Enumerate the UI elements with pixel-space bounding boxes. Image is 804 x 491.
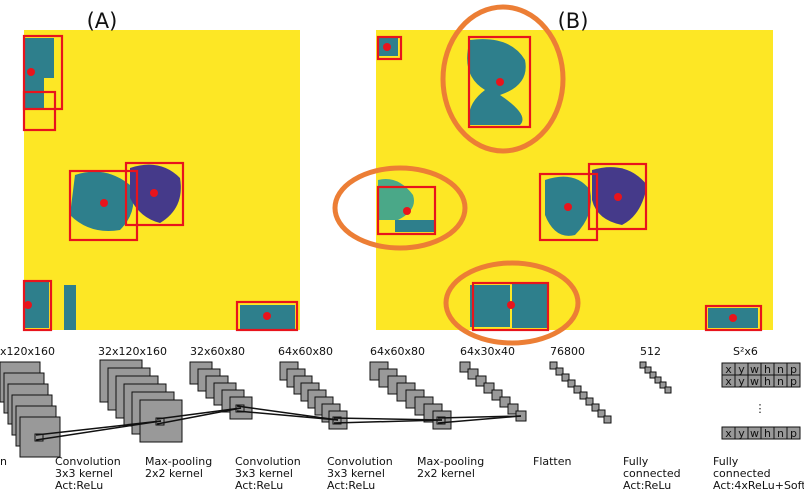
layer-size: S²x6 bbox=[733, 345, 758, 358]
output-label: x bbox=[725, 427, 732, 440]
center bbox=[24, 301, 32, 309]
layer-size: 64x60x80 bbox=[370, 345, 425, 358]
output-label: h bbox=[764, 427, 771, 440]
output-label: n bbox=[777, 375, 784, 388]
layer-caption: 2x2 kernel bbox=[145, 467, 203, 480]
center bbox=[150, 189, 158, 197]
layer-caption: 2x2 kernel bbox=[417, 467, 475, 480]
layer-caption: Act:ReLu bbox=[327, 479, 375, 491]
panel-b: (B) bbox=[335, 7, 773, 343]
center bbox=[263, 312, 271, 320]
output-label: n bbox=[777, 427, 784, 440]
output-label: h bbox=[764, 375, 771, 388]
center bbox=[27, 68, 35, 76]
feature-map bbox=[665, 387, 671, 393]
figure: (A) (B) x120x160n32x120x160Convolution3x… bbox=[0, 0, 804, 491]
panel-label: (B) bbox=[558, 9, 589, 33]
layer-caption: Act:ReLu bbox=[623, 479, 671, 491]
layer-caption: Act:ReLu bbox=[55, 479, 103, 491]
output-label: y bbox=[738, 427, 745, 440]
center bbox=[496, 78, 504, 86]
output-label: w bbox=[750, 375, 759, 388]
center bbox=[507, 301, 515, 309]
layer-caption: n bbox=[0, 455, 7, 468]
center bbox=[100, 199, 108, 207]
layer-caption: Act:ReLu bbox=[235, 479, 283, 491]
ellipsis: ⋮ bbox=[755, 402, 766, 415]
layer-caption: Flatten bbox=[533, 455, 572, 468]
layer-size: x120x160 bbox=[0, 345, 55, 358]
center bbox=[564, 203, 572, 211]
center bbox=[383, 43, 391, 51]
layer-size: 32x120x160 bbox=[98, 345, 167, 358]
panel-label: (A) bbox=[87, 9, 118, 33]
output-label: x bbox=[725, 375, 732, 388]
output-label: y bbox=[738, 375, 745, 388]
output-label: p bbox=[790, 375, 797, 388]
center bbox=[614, 193, 622, 201]
layer-size: 64x60x80 bbox=[278, 345, 333, 358]
output-label: p bbox=[790, 427, 797, 440]
center bbox=[729, 314, 737, 322]
feature-map bbox=[604, 416, 611, 423]
layer-size: 64x30x40 bbox=[460, 345, 515, 358]
output-label: w bbox=[750, 427, 759, 440]
layer-size: 512 bbox=[640, 345, 661, 358]
panel-a: (A) bbox=[24, 9, 300, 330]
layer-size: 32x60x80 bbox=[190, 345, 245, 358]
layer-size: 76800 bbox=[550, 345, 585, 358]
center bbox=[403, 207, 411, 215]
layer-caption: Act:4xReLu+Soft bbox=[713, 479, 804, 491]
